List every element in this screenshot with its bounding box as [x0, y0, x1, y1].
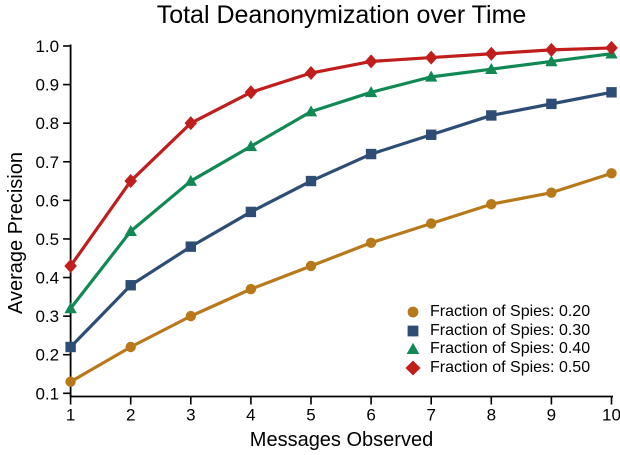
triangle-marker — [64, 302, 77, 314]
y-tick-label: 0.5 — [35, 230, 59, 249]
legend-label: Fraction of Spies: 0.50 — [430, 359, 591, 377]
circle-marker — [606, 168, 617, 179]
circle-marker — [486, 199, 497, 210]
diamond-marker — [304, 66, 318, 81]
legend: Fraction of Spies: 0.20 Fraction of Spies… — [405, 303, 590, 377]
square-marker — [426, 129, 437, 140]
circle-marker — [185, 310, 196, 322]
triangle-marker — [124, 225, 137, 237]
legend-item: Fraction of Spies: 0.20 — [405, 303, 590, 322]
diamond-marker — [424, 50, 438, 65]
circle-marker — [125, 341, 136, 353]
y-tick-label: 1.0 — [35, 37, 59, 56]
diamond-shape — [405, 360, 421, 376]
x-tick-label: 8 — [487, 406, 496, 425]
series-line-diamond — [68, 46, 614, 268]
diamond-icon — [405, 360, 421, 376]
y-tick-label: 0.2 — [35, 346, 59, 365]
square-marker — [606, 87, 617, 98]
diamond-marker — [184, 116, 198, 131]
triangle-marker — [425, 70, 438, 82]
diamond-marker — [364, 54, 378, 69]
y-tick-label: 0.7 — [35, 153, 59, 172]
circle-marker — [426, 218, 437, 229]
diamond-marker — [124, 174, 137, 189]
diamond-marker — [605, 40, 618, 55]
series-line-triangle — [68, 52, 614, 311]
square-marker — [546, 98, 557, 110]
square-icon — [407, 325, 419, 337]
triangle-marker — [364, 86, 378, 98]
square-marker — [305, 175, 317, 187]
x-tick-label: 3 — [186, 406, 195, 425]
legend-item: Fraction of Spies: 0.40 — [405, 340, 590, 359]
circle-marker — [305, 260, 317, 272]
square-marker — [65, 341, 76, 353]
square-marker — [365, 148, 377, 160]
y-tick-label: 0.4 — [35, 269, 59, 288]
x-axis-label: Messages Observed — [249, 429, 434, 451]
triangle-icon — [406, 343, 420, 355]
circle-marker — [546, 187, 557, 198]
x-tick-label: 2 — [126, 406, 135, 425]
square-marker — [125, 280, 136, 291]
x-tick-label: 6 — [366, 406, 375, 425]
legend-item: Fraction of Spies: 0.30 — [405, 322, 590, 341]
circle-shape — [407, 306, 419, 318]
legend-item: Fraction of Spies: 0.50 — [405, 359, 590, 378]
triangle-shape — [406, 343, 420, 355]
square-marker — [486, 110, 497, 121]
chart-title: Total Deanonymization over Time — [156, 1, 527, 29]
circle-marker — [65, 376, 76, 387]
y-tick-label: 0.8 — [35, 114, 59, 133]
triangle-marker — [244, 140, 258, 152]
x-tick-label: 10 — [602, 406, 620, 425]
y-tick-label: 0.9 — [35, 76, 59, 95]
y-tick-label: 0.6 — [35, 191, 59, 210]
legend-label: Fraction of Spies: 0.30 — [430, 321, 591, 339]
diamond-marker — [485, 46, 498, 61]
square-marker — [245, 206, 257, 218]
legend-label: Fraction of Spies: 0.20 — [430, 303, 591, 321]
square-shape — [407, 325, 419, 337]
x-tick-label: 7 — [426, 406, 435, 425]
x-tick-label: 4 — [246, 406, 255, 425]
series-line-square — [68, 90, 614, 349]
diamond-marker — [244, 85, 258, 100]
y-tick-label: 0.1 — [35, 384, 59, 403]
square-marker — [185, 241, 196, 252]
y-tick-label: 0.3 — [35, 307, 59, 326]
circle-marker — [245, 283, 257, 295]
series-line-circle — [68, 171, 614, 384]
triangle-marker — [485, 62, 498, 74]
x-tick-label: 1 — [66, 406, 75, 425]
triangle-marker — [184, 174, 197, 186]
diamond-marker — [64, 258, 77, 273]
triangle-marker — [545, 55, 558, 67]
x-tick-label: 5 — [306, 406, 315, 425]
triangle-marker — [304, 105, 318, 117]
circle-marker — [365, 237, 377, 249]
legend-label: Fraction of Spies: 0.40 — [430, 340, 591, 358]
circle-icon — [407, 306, 419, 318]
diamond-marker — [545, 42, 558, 57]
x-tick-label: 9 — [547, 406, 556, 425]
